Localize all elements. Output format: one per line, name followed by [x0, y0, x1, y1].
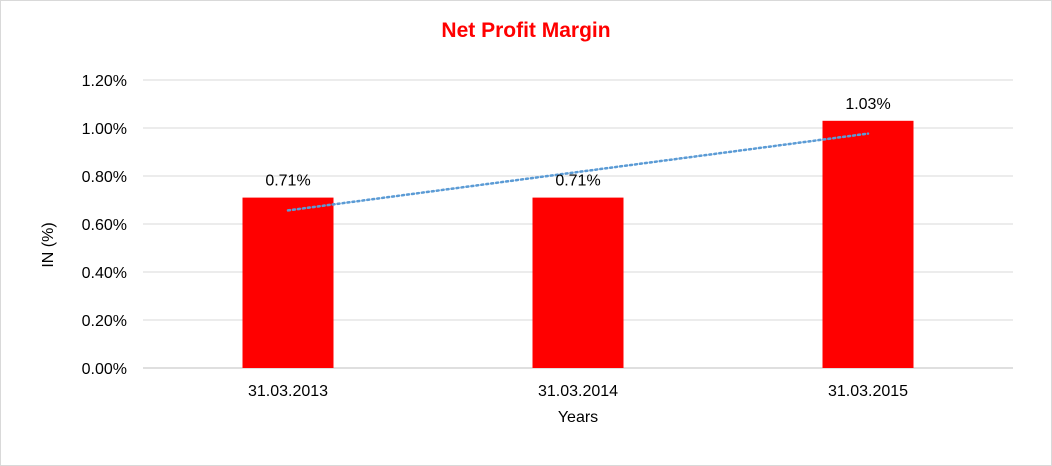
- y-tick-label: 0.20%: [82, 313, 127, 330]
- bar: [822, 120, 914, 368]
- y-tick-label: 1.00%: [82, 121, 127, 138]
- chart-title: Net Profit Margin: [441, 19, 611, 42]
- x-axis-label: Years: [557, 409, 599, 426]
- bars: [242, 120, 914, 368]
- y-tick-labels: 0.00% 0.20% 0.40% 0.60% 0.80% 1.00% 1.20%: [82, 73, 127, 378]
- data-label: 1.03%: [845, 96, 890, 113]
- y-tick-label: 0.80%: [82, 169, 127, 186]
- x-tick-label: 31.03.2014: [538, 383, 618, 400]
- data-label: 0.71%: [555, 173, 600, 190]
- x-tick-label: 31.03.2015: [828, 383, 908, 400]
- x-tick-label: 31.03.2013: [248, 383, 328, 400]
- y-tick-label: 0.60%: [82, 217, 127, 234]
- trendline-layer: [286, 132, 870, 212]
- data-label: 0.71%: [265, 173, 310, 190]
- y-tick-label: 0.40%: [82, 265, 127, 282]
- y-tick-label: 1.20%: [82, 73, 127, 90]
- bar: [242, 197, 334, 368]
- data-labels: 0.71% 0.71% 1.03%: [265, 96, 890, 190]
- x-tick-labels: 31.03.2013 31.03.2014 31.03.2015: [248, 383, 908, 400]
- bar: [532, 197, 624, 368]
- trendline: [286, 132, 870, 212]
- y-tick-label: 0.00%: [82, 361, 127, 378]
